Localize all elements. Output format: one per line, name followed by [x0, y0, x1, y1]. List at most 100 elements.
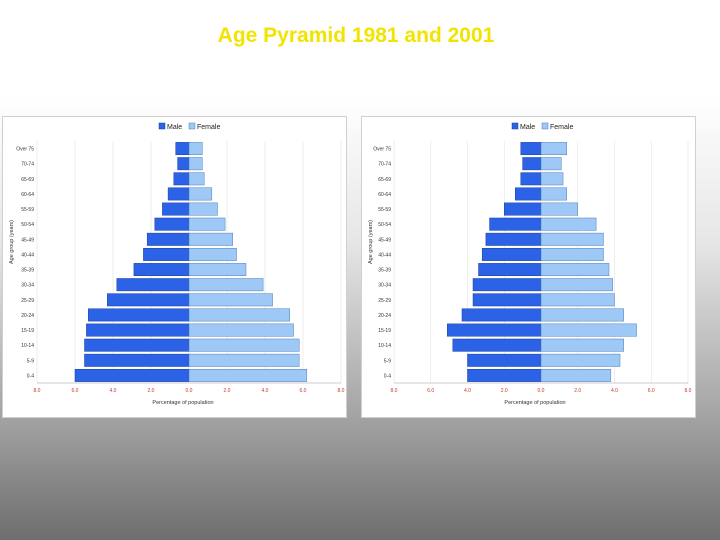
- male-bar: [133, 263, 190, 277]
- female-bar: [188, 293, 273, 307]
- female-bar: [540, 247, 604, 261]
- x-tick-label: 4.0: [611, 388, 618, 394]
- x-axis-label: Percentage of population: [504, 400, 565, 406]
- legend-male-label: Male: [520, 124, 535, 131]
- pyramid-chart-1981: 0-4 5-9 10-14 15-19 20-24 25-29 30-34 35-39 40-4…: [2, 116, 347, 418]
- legend-male-label: Male: [167, 124, 182, 131]
- legend-male-swatch: [511, 122, 519, 130]
- x-tick-label: 6.0: [72, 388, 79, 394]
- male-bar: [520, 172, 542, 186]
- female-bar: [188, 217, 226, 231]
- male-bar: [116, 278, 190, 292]
- x-tick-label: 8.0: [685, 388, 692, 394]
- pyramid-1981-svg: 0-4 5-9 10-14 15-19 20-24 25-29 30-34 35-39 40-4…: [9, 122, 345, 406]
- female-bar: [188, 232, 233, 246]
- age-tick-label: 10-14: [378, 343, 391, 349]
- age-tick-label: 40-44: [378, 252, 391, 258]
- female-bar: [540, 187, 567, 201]
- female-bar: [540, 142, 567, 156]
- female-bar: [540, 172, 564, 186]
- x-tick-label: 0.0: [186, 388, 193, 394]
- male-bar: [84, 353, 190, 367]
- age-tick-label: 50-54: [378, 222, 391, 228]
- female-bar: [540, 217, 597, 231]
- age-tick-label: 0-4: [27, 373, 34, 379]
- x-tick-label: 6.0: [300, 388, 307, 394]
- age-tick-label: 45-49: [378, 237, 391, 243]
- female-bar: [540, 308, 624, 322]
- male-bar: [162, 202, 190, 216]
- age-tick-label: 55-59: [21, 207, 34, 213]
- female-bar: [188, 323, 294, 337]
- x-tick-label: 2.0: [574, 388, 581, 394]
- age-tick-label: 45-49: [21, 237, 34, 243]
- age-tick-label: 55-59: [378, 207, 391, 213]
- age-tick-label: 5-9: [384, 358, 391, 364]
- male-bar: [515, 187, 542, 201]
- female-bar: [540, 338, 624, 352]
- x-tick-label: 0.0: [538, 388, 545, 394]
- legend-female-label: Female: [197, 124, 220, 131]
- age-tick-label: 5-9: [27, 358, 34, 364]
- male-bar: [522, 157, 542, 171]
- x-axis-label: Percentage of population: [152, 400, 213, 406]
- x-tick-label: 6.0: [648, 388, 655, 394]
- female-bar: [540, 232, 604, 246]
- x-tick-label: 8.0: [338, 388, 345, 394]
- age-tick-label: 30-34: [21, 283, 34, 289]
- male-bar: [452, 338, 542, 352]
- male-bar: [467, 368, 542, 382]
- male-bar: [74, 368, 190, 382]
- age-tick-label: 25-29: [378, 298, 391, 304]
- male-bar: [143, 247, 190, 261]
- female-bar: [540, 353, 621, 367]
- male-bar: [485, 232, 542, 246]
- x-tick-label: 4.0: [110, 388, 117, 394]
- male-bar: [173, 172, 190, 186]
- pyramid-2001-svg: 0-4 5-9 10-14 15-19 20-24 25-29 30-34 35-39 40-4…: [368, 122, 692, 406]
- legend-female-label: Female: [550, 124, 573, 131]
- age-tick-label: Over 75: [16, 147, 34, 153]
- age-tick-label: 35-39: [378, 268, 391, 274]
- legend-male-swatch: [158, 122, 166, 130]
- female-bar: [188, 172, 205, 186]
- y-axis-label: Age group (years): [368, 220, 374, 264]
- age-tick-label: 65-69: [378, 177, 391, 183]
- male-bar: [478, 263, 542, 277]
- x-tick-label: 8.0: [391, 388, 398, 394]
- age-tick-label: 15-19: [21, 328, 34, 334]
- x-tick-label: 6.0: [427, 388, 434, 394]
- x-tick-label: 8.0: [34, 388, 41, 394]
- age-tick-label: 20-24: [378, 313, 391, 319]
- male-bar: [472, 278, 542, 292]
- male-bar: [154, 217, 190, 231]
- female-bar: [540, 157, 562, 171]
- age-tick-label: 15-19: [378, 328, 391, 334]
- age-tick-label: Over 75: [373, 147, 391, 153]
- male-bar: [520, 142, 542, 156]
- female-bar: [540, 323, 637, 337]
- female-bar: [188, 263, 247, 277]
- male-bar: [489, 217, 542, 231]
- male-bar: [481, 247, 542, 261]
- male-bar: [504, 202, 542, 216]
- x-tick-label: 2.0: [224, 388, 231, 394]
- age-tick-label: 10-14: [21, 343, 34, 349]
- age-tick-label: 70-74: [378, 162, 391, 168]
- x-tick-label: 4.0: [262, 388, 269, 394]
- legend-female-swatch: [188, 122, 196, 130]
- male-bar: [167, 187, 190, 201]
- slide-title: Age Pyramid 1981 and 2001: [217, 24, 495, 47]
- y-axis-label: Age group (years): [9, 220, 15, 264]
- female-bar: [188, 278, 264, 292]
- male-bar: [177, 157, 190, 171]
- male-bar: [84, 338, 190, 352]
- age-tick-label: 65-69: [21, 177, 34, 183]
- male-bar: [88, 308, 190, 322]
- female-bar: [540, 293, 615, 307]
- age-tick-label: 30-34: [378, 283, 391, 289]
- age-tick-label: 20-24: [21, 313, 34, 319]
- female-bar: [188, 247, 237, 261]
- female-bar: [540, 202, 578, 216]
- female-bar: [188, 338, 300, 352]
